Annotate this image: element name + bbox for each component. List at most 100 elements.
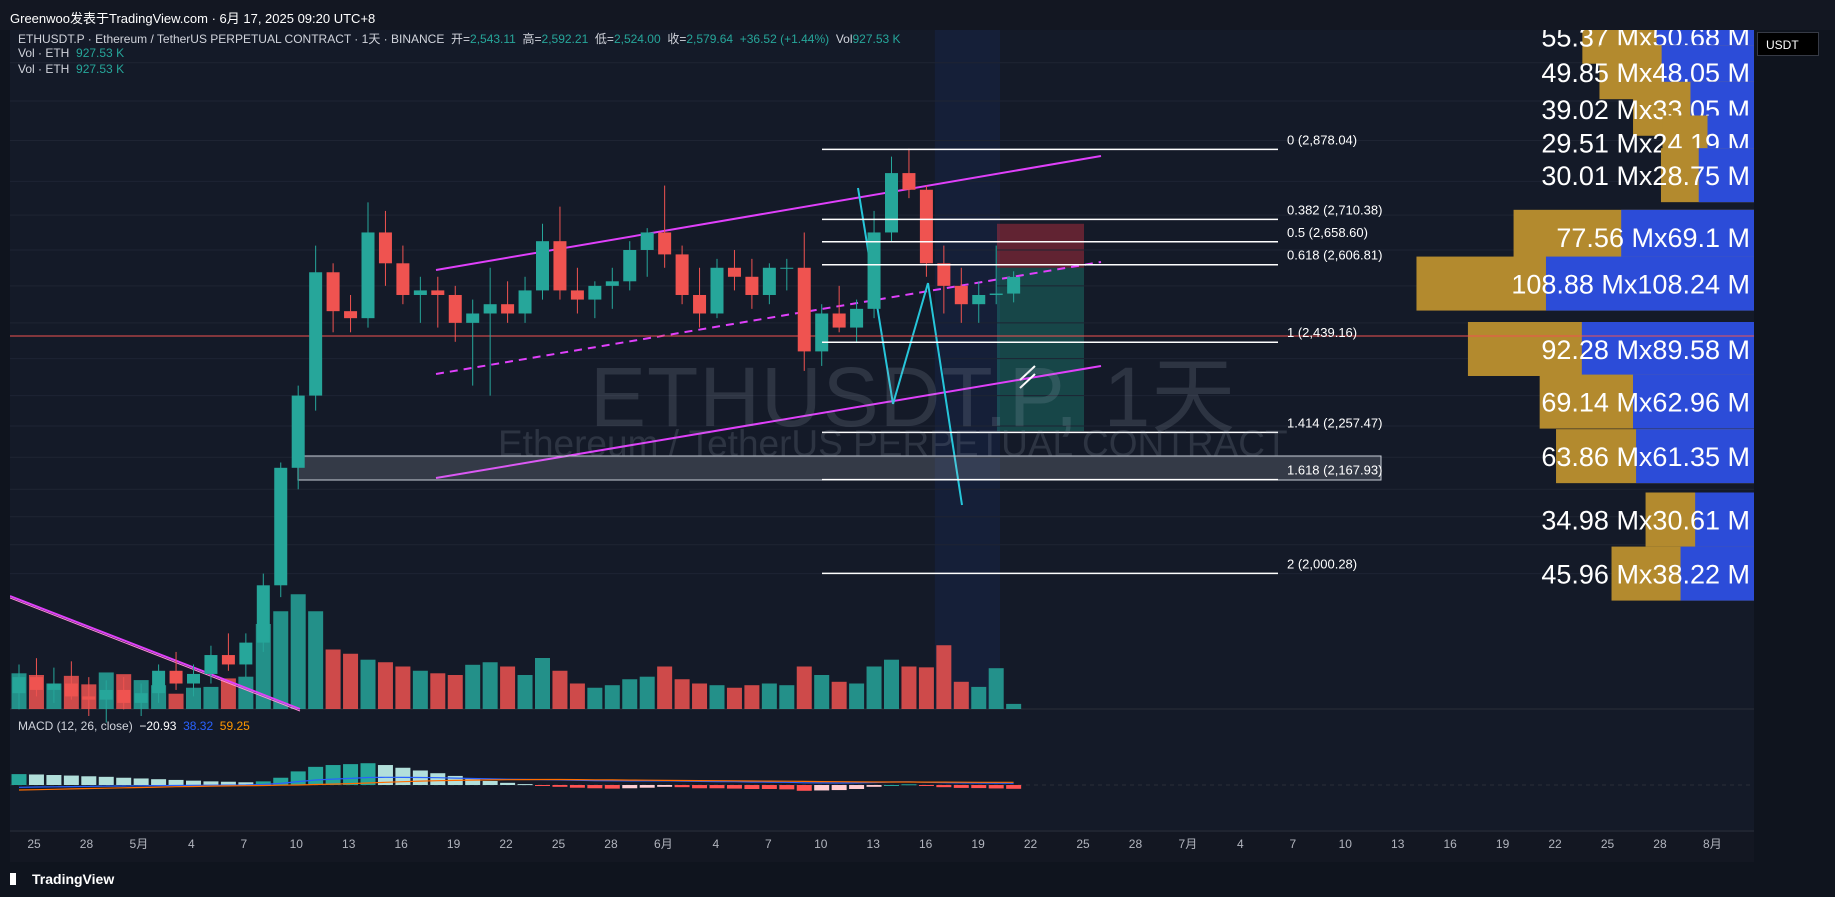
macd-histogram-bar (46, 775, 62, 785)
volume-bar (796, 666, 812, 709)
time-tick-label: 28 (1129, 837, 1143, 851)
legend-change: +36.52 (+1.44%) (739, 32, 830, 46)
macd-histogram-bar (11, 774, 27, 785)
macd-histogram-bar (500, 782, 516, 785)
volume-profile-buy-bar (1636, 429, 1754, 484)
legend-macd[interactable]: MACD (12, 26, close) −20.93 38.32 59.25 (18, 719, 250, 733)
volume-bar (587, 687, 603, 709)
volume-bar (814, 675, 830, 709)
volume-bar (988, 668, 1004, 709)
volume-bar (430, 673, 446, 709)
macd-histogram-bar (674, 785, 690, 788)
chart-canvas[interactable]: 55.37 Mx50.68 M49.85 Mx48.05 M39.02 Mx33… (10, 30, 1754, 862)
volume-bar (238, 676, 254, 709)
candle-body (536, 241, 549, 291)
volume-bar (482, 662, 498, 709)
tradingview-brand: TradingView (32, 871, 115, 887)
macd-histogram-bar (255, 781, 271, 785)
time-tick-label: 19 (447, 837, 461, 851)
time-tick-label: 19 (1496, 837, 1510, 851)
candle-body (832, 313, 846, 328)
time-tick-label: 25 (552, 837, 566, 851)
macd-histogram-bar (203, 781, 219, 785)
macd-histogram-bar (377, 765, 393, 785)
candles (12, 148, 1021, 723)
fib-level-label: 0.382 (2,710.38) (1287, 202, 1382, 217)
candle-body (885, 173, 898, 233)
volume-profile-buy-bar (1632, 374, 1754, 429)
macd-histogram-bar (465, 778, 481, 785)
time-tick-label: 4 (188, 837, 195, 851)
volume-profile-label: 92.28 Mx89.58 M (1541, 335, 1750, 365)
volume-bar (395, 666, 411, 709)
macd-pane (10, 763, 1754, 791)
macd-histogram-bar (604, 785, 620, 789)
macd-histogram-bar (430, 773, 446, 785)
time-tick-label: 10 (814, 837, 828, 851)
projection-leg-2 (892, 282, 929, 405)
last-candle-highlight (934, 30, 1000, 709)
macd-histogram-bar (849, 785, 865, 789)
legend-volume-2[interactable]: Vol · ETH 927.53 K (18, 62, 124, 76)
candle-body (483, 304, 497, 314)
candle-body (204, 655, 218, 674)
volume-profile-label: 108.88 Mx108.24 M (1511, 270, 1750, 300)
volume-bar (604, 685, 620, 709)
volume-bar (412, 670, 428, 709)
currency-selector[interactable]: USDT (1757, 32, 1819, 56)
volume-bar (761, 683, 777, 709)
macd-histogram-bar (151, 779, 167, 785)
volume-bar (255, 624, 271, 709)
candle-body (361, 232, 375, 319)
legend-vol: 927.53 K (852, 32, 901, 46)
macd-histogram-bar (971, 785, 987, 789)
volume-bar (447, 675, 463, 709)
volume-bar (744, 685, 760, 709)
volume-profile-label: 77.56 Mx69.1 M (1556, 223, 1750, 253)
descending-trendline (10, 595, 301, 710)
macd-histogram-bar (360, 763, 376, 785)
time-tick-label: 7月 (1179, 837, 1198, 851)
volume-bar (220, 678, 236, 709)
macd-histogram-bar (814, 785, 830, 791)
time-tick-label: 8月 (1703, 837, 1722, 851)
volume-bar (674, 679, 690, 709)
time-tick-label: 7 (1289, 837, 1296, 851)
volume-bar (1006, 703, 1022, 709)
volume-profile: 55.37 Mx50.68 M49.85 Mx48.05 M39.02 Mx33… (1416, 30, 1754, 601)
time-axis: 25 28 5月 4 7 10 13 16 19 22 25 28 6月 4 7 10 13 16 19 22 25 28… (10, 830, 1754, 862)
macd-histogram-bar (901, 784, 917, 786)
candle-body (64, 683, 78, 697)
candle-body (745, 276, 759, 295)
legend-high: 2,592.21 (541, 32, 589, 46)
volume-profile-label: 34.98 Mx30.61 M (1541, 505, 1750, 535)
macd-histogram-bar (116, 777, 132, 785)
time-tick-label: 16 (919, 837, 933, 851)
candle-body (134, 693, 148, 703)
chart-area[interactable]: 55.37 Mx50.68 M 49.85 Mx48.05 M 39.02 Mx33… (10, 30, 1754, 862)
time-axis-background (10, 832, 1754, 862)
legend-volume-1[interactable]: Vol · ETH 927.53 K (18, 46, 124, 60)
highlight-bands (934, 30, 1084, 709)
candle-body (518, 290, 532, 314)
macd-histogram-bar (325, 765, 341, 785)
volume-bar (273, 611, 289, 709)
candle-body (326, 272, 340, 312)
candle-body (937, 263, 951, 286)
macd-histogram-bar (866, 785, 882, 787)
volume-bar (343, 653, 359, 709)
volume-bar (936, 645, 952, 709)
legend-main[interactable]: ETHUSDT.P · Ethereum / TetherUS PERPETUA… (18, 30, 901, 47)
candle-body (239, 642, 253, 665)
candle-body (274, 467, 288, 586)
macd-histogram-bar (186, 780, 201, 785)
projection-leg-3 (927, 282, 963, 506)
macd-histogram-bar (290, 771, 306, 785)
macd-histogram-bar (517, 784, 533, 786)
volume-bar (866, 666, 882, 709)
candle-body (797, 267, 811, 352)
tradingview-logo: TradingView (10, 871, 114, 887)
description-watermark: Ethereum / TetherUS PERPETUAL CONTRACT (498, 423, 1288, 464)
candle-body (47, 683, 61, 690)
time-tick-label: 10 (290, 837, 304, 851)
